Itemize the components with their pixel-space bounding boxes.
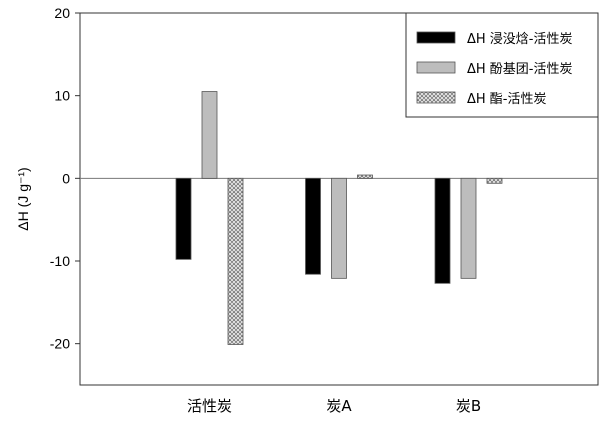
- x-tick-label: 炭A: [326, 397, 352, 415]
- y-axis-label: ΔH (J g⁻¹): [15, 167, 31, 230]
- bar: [460, 177, 477, 279]
- legend-swatch: [416, 31, 456, 44]
- legend-label: ΔH 浸没焓-活性炭: [467, 31, 573, 47]
- bar: [357, 174, 373, 179]
- bar: [434, 177, 451, 284]
- y-tick-label: -10: [50, 253, 70, 269]
- bar: [175, 177, 192, 260]
- legend: ΔH 浸没焓-活性炭 ΔH 酚基团-活性炭 ΔH 酯-活性炭: [405, 12, 599, 118]
- x-tick-label: 炭B: [456, 397, 481, 415]
- bar: [486, 177, 503, 184]
- y-tick-label: -20: [50, 336, 70, 352]
- bar: [305, 177, 321, 275]
- legend-swatch: [416, 91, 456, 104]
- y-tick-label: 10: [54, 88, 70, 104]
- legend-label: ΔH 酯-活性炭: [467, 92, 547, 107]
- y-tick-label: 20: [54, 5, 70, 21]
- x-tick-label: 活性炭: [187, 397, 232, 415]
- bar: [331, 177, 347, 279]
- x-axis: 活性炭 炭A 炭B: [187, 397, 481, 415]
- bars: [175, 91, 503, 345]
- bar: [227, 177, 244, 345]
- legend-swatch: [416, 61, 456, 74]
- plot-frame: [79, 12, 599, 386]
- legend-label: ΔH 酚基团-活性炭: [467, 62, 573, 77]
- y-axis: -20 -10 0 10 20: [50, 5, 80, 352]
- y-tick-label: 0: [62, 170, 70, 186]
- bar: [201, 91, 218, 179]
